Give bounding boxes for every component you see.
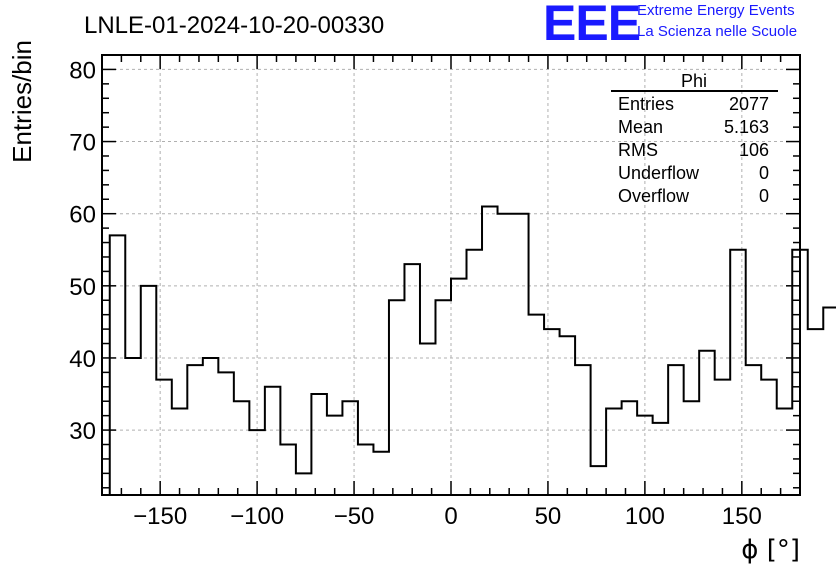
axis-ticks — [102, 54, 800, 495]
y-tick-label: 70 — [69, 130, 96, 157]
histogram-series — [108, 205, 836, 495]
stats-title: Phi — [681, 71, 707, 91]
axis-tick-labels: −150 −100 −50 0 50 100 150 30 40 50 60 70 80 — [69, 57, 762, 530]
y-tick-label: 40 — [69, 346, 96, 373]
x-tick-label: 50 — [535, 503, 562, 530]
y-tick-label: 60 — [69, 202, 96, 229]
stats-label-mean: Mean — [618, 117, 663, 137]
logo-line-2: La Scienza nelle Scuole — [637, 23, 798, 40]
stats-label-overflow: Overflow — [618, 186, 690, 206]
x-axis-label: ϕ [°] — [741, 535, 800, 565]
stats-box: Phi Entries 2077 Mean 5.163 RMS 106 Underflow 0… — [611, 71, 778, 206]
x-tick-label: 100 — [625, 503, 665, 530]
eee-logo: EEE — [543, 0, 641, 51]
stats-label-entries: Entries — [618, 94, 674, 114]
stats-value-overflow: 0 — [759, 186, 769, 206]
x-tick-label: 0 — [444, 503, 457, 530]
stats-value-underflow: 0 — [759, 163, 769, 183]
chart-title: LNLE-01-2024-10-20-00330 — [84, 12, 384, 39]
stats-value-rms: 106 — [739, 140, 769, 160]
x-tick-label: −50 — [334, 503, 375, 530]
stats-value-entries: 2077 — [729, 94, 769, 114]
stats-value-mean: 5.163 — [724, 117, 769, 137]
y-tick-label: 30 — [69, 418, 96, 445]
grid-lines — [102, 55, 800, 495]
x-tick-label: −150 — [133, 503, 187, 530]
y-tick-label: 80 — [69, 57, 96, 84]
y-axis-label: Entries/bin — [7, 40, 37, 163]
x-tick-label: 150 — [722, 503, 762, 530]
stats-label-underflow: Underflow — [618, 163, 700, 183]
y-tick-label: 50 — [69, 274, 96, 301]
stats-label-rms: RMS — [618, 140, 658, 160]
logo-line-1: Extreme Energy Events — [637, 2, 795, 19]
x-tick-label: −100 — [230, 503, 284, 530]
